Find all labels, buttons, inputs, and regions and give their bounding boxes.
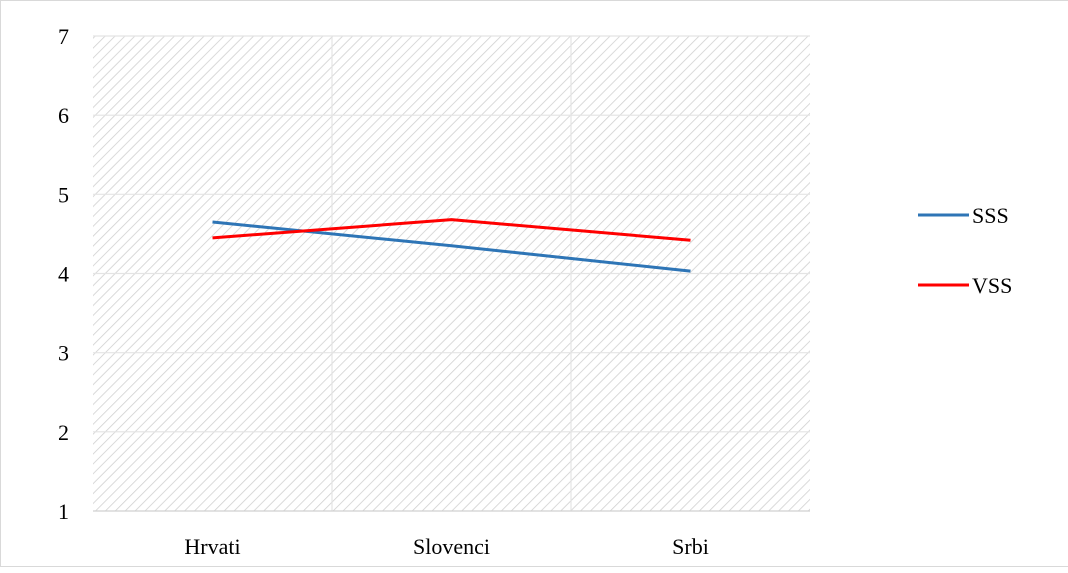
y-tick-label: 7 bbox=[58, 24, 69, 49]
gridlines bbox=[93, 35, 810, 512]
y-tick-label: 6 bbox=[58, 103, 69, 128]
legend-label-sss: SSS bbox=[972, 203, 1009, 228]
series-layer bbox=[212, 218, 691, 273]
x-tick-label: Srbi bbox=[672, 534, 709, 559]
legend-label-vss: VSS bbox=[972, 273, 1012, 298]
y-tick-label: 4 bbox=[58, 262, 69, 287]
x-tick-label: Slovenci bbox=[413, 534, 490, 559]
x-axis: Hrvati Slovenci Srbi bbox=[184, 534, 708, 559]
legend: SSS VSS bbox=[918, 203, 1012, 298]
y-tick-label: 3 bbox=[58, 341, 69, 366]
series-line-sss bbox=[212, 220, 691, 273]
x-tick-label: Hrvati bbox=[184, 534, 240, 559]
y-tick-label: 1 bbox=[58, 499, 69, 524]
y-axis: 1 2 3 4 5 6 7 bbox=[58, 24, 69, 524]
y-tick-label: 5 bbox=[58, 182, 69, 207]
series-line-vss bbox=[212, 218, 691, 242]
y-tick-label: 2 bbox=[58, 420, 69, 445]
